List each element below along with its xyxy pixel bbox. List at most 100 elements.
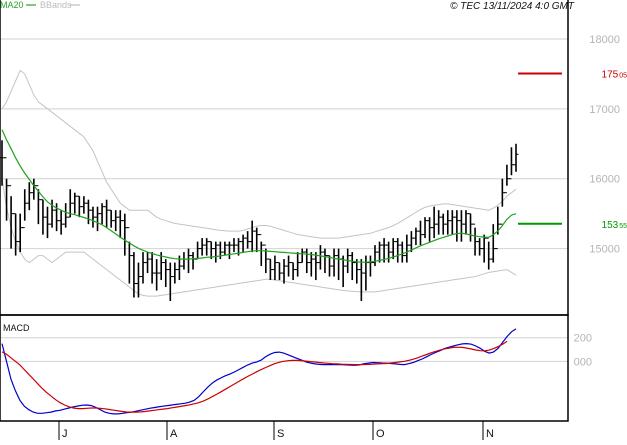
- price-bar: [463, 210, 469, 235]
- credit-text: © TEC 13/11/2024 4:0 GMT: [450, 1, 575, 12]
- price-bar: [272, 255, 278, 281]
- price-bar: [81, 196, 87, 214]
- legend-ma20-label: MA20: [0, 0, 24, 10]
- price-bar: [313, 252, 319, 281]
- ma20-line: [1, 129, 517, 263]
- price-bar: [195, 241, 201, 260]
- price-bar: [240, 234, 246, 253]
- price-bar: [349, 252, 355, 281]
- price-bar: [76, 195, 82, 218]
- resistance-label-small: 05: [619, 73, 627, 80]
- price-bar: [354, 259, 360, 284]
- price-bar: [172, 262, 178, 284]
- price-bar: [226, 241, 232, 260]
- price-bar: [449, 210, 455, 235]
- bb-upper-line: [1, 69, 517, 239]
- price-bar: [276, 262, 282, 281]
- price-bar: [363, 255, 369, 291]
- price-bar: [44, 206, 50, 239]
- price-bar: [85, 199, 91, 225]
- price-bar: [245, 231, 251, 249]
- macd-axis: 000 200: [574, 333, 592, 369]
- price-bar: [167, 262, 173, 302]
- price-bar: [72, 192, 78, 214]
- legend-bbands-label: BBands: [40, 0, 72, 10]
- price-bar: [63, 203, 69, 228]
- price-bar: [295, 252, 301, 277]
- macd-tick-label: 200: [574, 333, 592, 345]
- price-bar: [190, 252, 196, 270]
- price-bar: [145, 252, 151, 274]
- price-bar: [26, 182, 32, 211]
- price-bar: [336, 248, 342, 281]
- price-bar: [454, 210, 460, 242]
- price-bar: [304, 248, 310, 274]
- price-bar: [131, 252, 137, 298]
- price-bar: [331, 248, 337, 277]
- date-tick-label: N: [486, 428, 494, 440]
- price-bar: [445, 210, 451, 235]
- price-bar: [185, 248, 191, 274]
- ma20-path: [1, 129, 517, 263]
- price-tick-label: 16000: [589, 174, 620, 186]
- support-label: 15355: [602, 220, 627, 231]
- price-bar: [377, 241, 383, 263]
- price-bar: [440, 213, 446, 235]
- price-bar: [17, 213, 23, 253]
- price-bar: [286, 255, 292, 277]
- price-bar: [367, 255, 373, 277]
- price-bar: [431, 206, 437, 239]
- price-bar: [263, 244, 269, 274]
- price-bar: [322, 248, 328, 274]
- support-label-small: 55: [619, 223, 627, 230]
- bollinger-bands: [1, 69, 517, 297]
- date-tick-label: J: [62, 428, 68, 440]
- price-bar: [149, 252, 155, 284]
- price-bar: [117, 210, 123, 239]
- support-resistance-levels: 17505 15355: [518, 70, 627, 231]
- date-tick-label: A: [170, 428, 178, 440]
- price-bar: [104, 199, 110, 228]
- price-bar: [22, 189, 28, 229]
- price-bar: [436, 210, 442, 235]
- price-bar: [108, 209, 114, 228]
- macd-panel-border: [0, 314, 569, 422]
- date-tick-label: O: [376, 428, 385, 440]
- price-bars: [0, 140, 519, 302]
- price-tick-label: 18000: [589, 34, 620, 46]
- price-bar: [308, 252, 314, 277]
- price-bar: [163, 259, 169, 288]
- price-bar: [458, 210, 464, 242]
- price-bar: [327, 255, 333, 277]
- price-bar: [95, 206, 101, 232]
- resistance-label-main: 175: [602, 70, 619, 81]
- signal-line: [1, 340, 508, 413]
- bb-lower-line: [1, 178, 517, 297]
- price-bar: [427, 217, 433, 242]
- macd-title: MACD: [3, 323, 30, 333]
- price-bar: [140, 252, 146, 284]
- price-grid: [0, 38, 568, 250]
- price-bar: [231, 238, 237, 253]
- price-bar: [299, 248, 305, 264]
- price-bar: [413, 227, 419, 246]
- macd-lines: [1, 328, 517, 415]
- resistance-label: 17505: [602, 70, 627, 81]
- price-bar: [154, 259, 160, 291]
- legend: MA20 BBands: [0, 0, 80, 10]
- price-bar: [58, 210, 64, 235]
- price-bar: [290, 262, 296, 281]
- price-bar: [126, 227, 132, 284]
- price-bar: [490, 224, 496, 263]
- price-bar: [99, 203, 105, 225]
- price-bar: [199, 238, 205, 256]
- price-bar: [399, 241, 405, 263]
- macd-line: [1, 328, 517, 415]
- price-bar: [422, 217, 428, 239]
- price-tick-label: 15000: [589, 244, 620, 256]
- price-bar: [513, 143, 519, 172]
- support-label-main: 153: [602, 220, 619, 231]
